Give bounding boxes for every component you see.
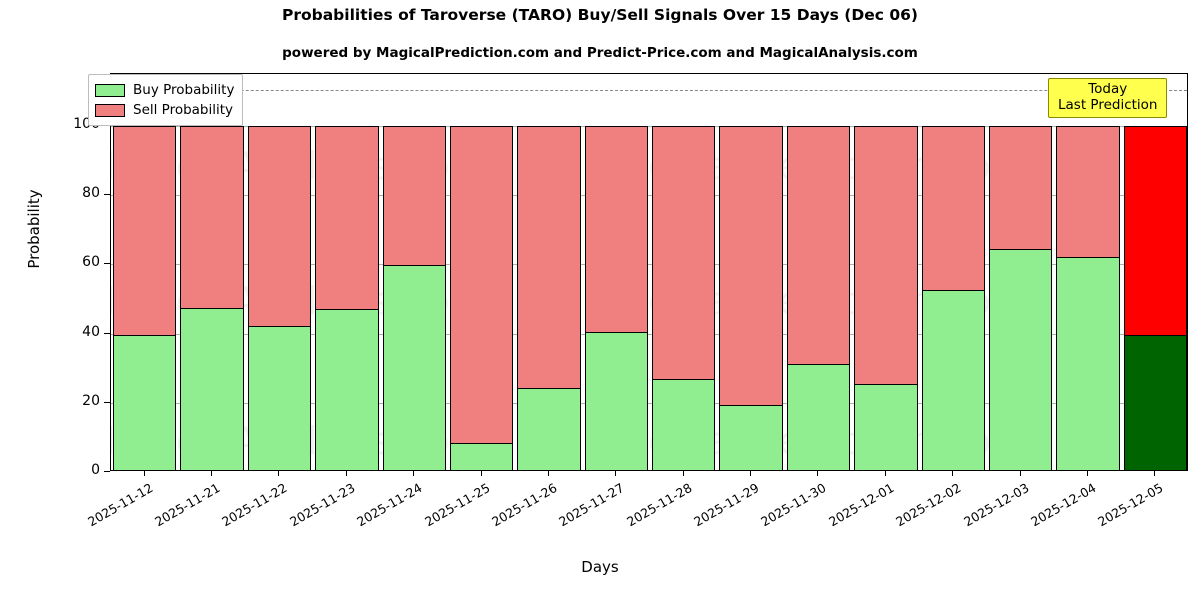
bar-segment-sell[interactable] <box>1123 126 1187 337</box>
bar-group[interactable] <box>786 74 851 470</box>
bar-segment-sell[interactable] <box>921 126 985 291</box>
plot-area: MagicalAnalysis.comMagicalPrediction.com… <box>110 73 1188 471</box>
x-axis-tick-mark <box>1086 471 1088 476</box>
bar-segment-buy[interactable] <box>1056 256 1120 470</box>
x-axis-tick-mark <box>1154 471 1156 476</box>
bar-group[interactable] <box>854 74 918 470</box>
bar-segment-sell[interactable] <box>247 126 312 327</box>
y-axis-tick-mark <box>104 471 110 472</box>
bar-segment-buy[interactable] <box>719 404 783 470</box>
gridline <box>111 333 1187 335</box>
bar-segment-buy[interactable] <box>921 289 985 470</box>
chart-title: Probabilities of Taroverse (TARO) Buy/Se… <box>281 6 919 24</box>
bar-segment-sell[interactable] <box>517 126 581 390</box>
y-axis-tick-label: 80 <box>82 185 100 202</box>
last-prediction-label: Last Prediction <box>1058 96 1158 113</box>
y-axis-tick-mark <box>104 332 110 334</box>
threshold-dashed-line <box>111 89 1187 91</box>
bar-segment-sell[interactable] <box>315 126 379 310</box>
legend-label: Buy Probability <box>133 82 235 98</box>
bar-segment-buy[interactable] <box>988 249 1053 470</box>
x-axis-tick-mark <box>817 471 819 476</box>
legend: Buy Probability Sell Probability <box>88 74 244 126</box>
gridline <box>111 195 1187 197</box>
x-axis-tick-mark <box>682 471 684 476</box>
bar-group[interactable] <box>315 74 379 470</box>
bar-segment-sell[interactable] <box>584 126 648 333</box>
x-axis-tick-mark <box>952 471 954 476</box>
bar-segment-buy[interactable] <box>247 325 312 470</box>
bar-group[interactable] <box>921 74 985 470</box>
legend-swatch-sell-icon <box>95 103 125 117</box>
x-axis-tick-mark <box>413 471 415 476</box>
bar-segment-buy[interactable] <box>786 364 851 470</box>
bar-segment-buy[interactable] <box>652 378 716 470</box>
bar-segment-sell[interactable] <box>449 126 514 445</box>
bars-layer <box>111 74 1187 470</box>
legend-item[interactable]: Buy Probability <box>95 80 234 100</box>
today-annotation: Today Last Prediction <box>1048 78 1168 119</box>
bar-group[interactable] <box>180 74 244 470</box>
y-axis-tick-mark <box>104 401 110 403</box>
x-axis-tick-mark <box>1019 471 1021 476</box>
x-axis-tick-mark <box>211 471 213 476</box>
gridline <box>111 264 1187 266</box>
legend-label: Sell Probability <box>133 102 234 118</box>
bar-segment-sell[interactable] <box>652 126 716 381</box>
x-axis-tick-mark <box>278 471 280 476</box>
x-axis-tick-mark <box>480 471 482 476</box>
x-axis-tick-mark <box>615 471 617 476</box>
bar-group[interactable] <box>584 74 648 470</box>
bar-group[interactable] <box>247 74 312 470</box>
y-axis-tick-mark <box>104 263 110 265</box>
today-label: Today <box>1088 81 1128 97</box>
bar-group[interactable] <box>1056 74 1120 470</box>
bar-group[interactable] <box>719 74 783 470</box>
bar-segment-buy[interactable] <box>382 265 446 470</box>
legend-swatch-buy-icon <box>95 83 125 97</box>
y-axis-tick-label: 40 <box>82 323 100 340</box>
x-axis-tick-mark <box>143 471 145 476</box>
gridline <box>111 126 1187 127</box>
bar-segment-sell[interactable] <box>786 126 851 366</box>
bar-group[interactable] <box>652 74 716 470</box>
bar-segment-buy[interactable] <box>449 442 514 470</box>
bar-segment-buy[interactable] <box>517 388 581 470</box>
chart-subtitle: powered by MagicalPrediction.com and Pre… <box>282 45 918 61</box>
bar-group[interactable] <box>382 74 446 470</box>
bar-segment-buy[interactable] <box>584 331 648 470</box>
gridline <box>111 402 1187 404</box>
bar-segment-sell[interactable] <box>719 126 783 406</box>
bar-segment-sell[interactable] <box>988 126 1053 251</box>
x-axis-tick-mark <box>750 471 752 476</box>
bar-group[interactable] <box>517 74 581 470</box>
bar-group[interactable] <box>449 74 514 470</box>
bar-segment-buy[interactable] <box>315 308 379 470</box>
y-axis-tick-label: 0 <box>91 462 100 478</box>
bar-segment-sell[interactable] <box>1056 126 1120 259</box>
bar-segment-buy[interactable] <box>1123 335 1187 470</box>
y-axis-tick-label: 20 <box>82 392 100 409</box>
bar-segment-sell[interactable] <box>113 126 177 337</box>
bar-group[interactable] <box>113 74 177 470</box>
x-axis-label: Days <box>581 558 619 576</box>
bar-group[interactable] <box>988 74 1053 470</box>
y-axis-tick-label: 60 <box>82 254 100 271</box>
bar-segment-buy[interactable] <box>113 335 177 470</box>
x-axis-tick-mark <box>884 471 886 476</box>
x-axis-tick-mark <box>345 471 347 476</box>
x-axis-tick-mark <box>547 471 549 476</box>
bar-segment-buy[interactable] <box>180 307 244 470</box>
bar-segment-sell[interactable] <box>854 126 918 386</box>
y-axis-label: Probability <box>25 189 43 269</box>
bar-group[interactable] <box>1123 74 1187 470</box>
bar-segment-buy[interactable] <box>854 384 918 470</box>
bar-segment-sell[interactable] <box>382 126 446 267</box>
legend-item[interactable]: Sell Probability <box>95 100 234 120</box>
bar-segment-sell[interactable] <box>180 126 244 310</box>
y-axis-tick-mark <box>104 194 110 196</box>
